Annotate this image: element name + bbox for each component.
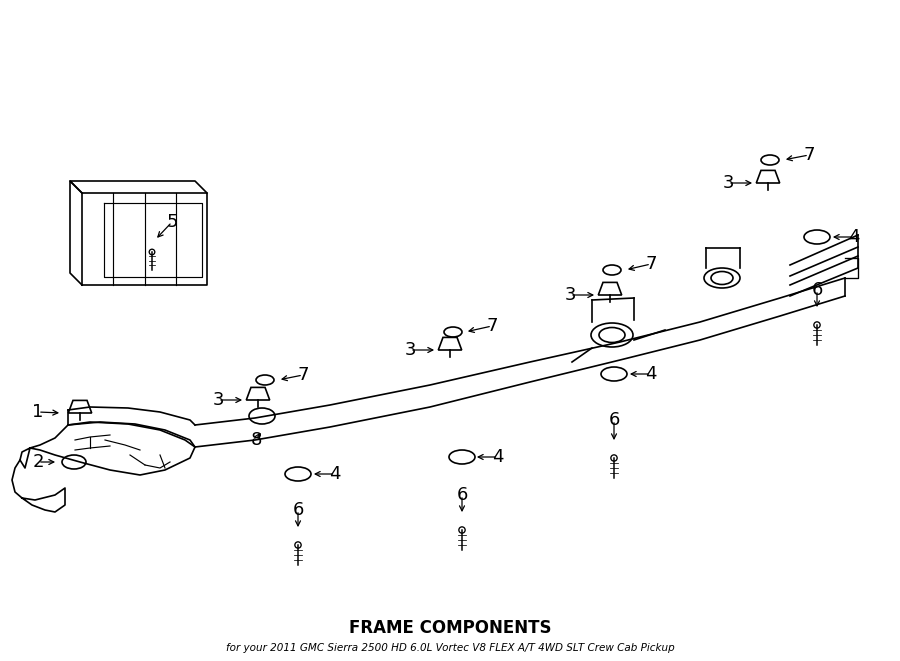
Text: 3: 3 (404, 341, 416, 359)
Text: 6: 6 (608, 411, 620, 429)
Text: 5: 5 (166, 213, 178, 231)
Text: 7: 7 (645, 255, 657, 273)
Text: 4: 4 (848, 228, 860, 246)
Text: 6: 6 (456, 486, 468, 504)
Text: 7: 7 (803, 146, 815, 164)
Text: 3: 3 (212, 391, 224, 409)
Text: 4: 4 (329, 465, 341, 483)
Text: 3: 3 (722, 174, 734, 192)
Text: 3: 3 (564, 286, 576, 304)
Text: 1: 1 (32, 403, 44, 421)
Text: 7: 7 (486, 317, 498, 335)
Text: 7: 7 (297, 366, 309, 384)
Text: for your 2011 GMC Sierra 2500 HD 6.0L Vortec V8 FLEX A/T 4WD SLT Crew Cab Pickup: for your 2011 GMC Sierra 2500 HD 6.0L Vo… (226, 643, 674, 653)
Text: 4: 4 (645, 365, 657, 383)
Text: FRAME COMPONENTS: FRAME COMPONENTS (349, 619, 551, 637)
Text: 6: 6 (292, 501, 303, 519)
Text: 4: 4 (492, 448, 504, 466)
Text: 8: 8 (250, 431, 262, 449)
Text: 2: 2 (32, 453, 44, 471)
Text: 6: 6 (811, 281, 823, 299)
